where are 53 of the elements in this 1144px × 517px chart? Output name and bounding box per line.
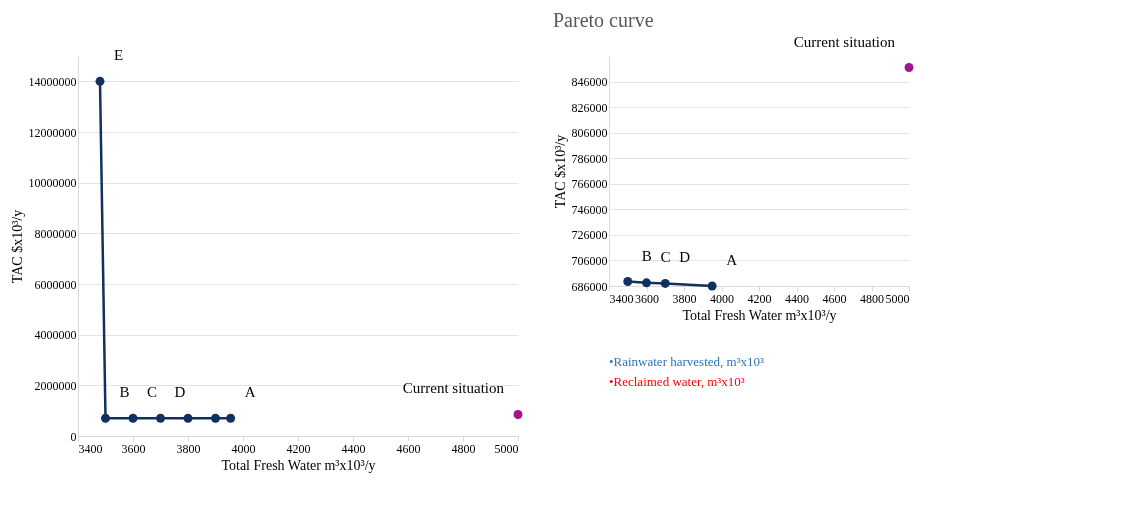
y-tick-label: 6000000 xyxy=(34,277,77,292)
x-tick-label: 3800 xyxy=(176,441,201,456)
y-tick-label: 686000 xyxy=(571,279,608,294)
x-tick-label: 3600 xyxy=(635,291,659,306)
annotation: Current situation xyxy=(793,33,896,50)
x-tick-label: 4400 xyxy=(785,291,809,306)
y-tick-label: 10000000 xyxy=(28,176,77,191)
y-tick-label: 14000000 xyxy=(28,74,77,89)
x-tick-label: 4200 xyxy=(747,291,772,306)
y-tick-label: 8000000 xyxy=(34,226,77,241)
x-axis-title: Total Fresh Water m³x10³/y xyxy=(221,457,376,473)
y-tick-label: 2000000 xyxy=(34,378,77,393)
x-tick-label: 5000 xyxy=(885,291,910,306)
annotation: Current situation xyxy=(402,380,505,397)
annotation: B xyxy=(119,384,130,401)
annotation: E xyxy=(114,47,124,64)
x-tick-label: 3400 xyxy=(609,291,634,306)
x-tick-label: 4600 xyxy=(822,291,847,306)
x-axis-title: Total Fresh Water m³x10³/y xyxy=(682,307,837,323)
x-tick-label: 4800 xyxy=(451,441,476,456)
y-tick-label: 726000 xyxy=(571,228,608,243)
y-tick-label: 846000 xyxy=(571,75,608,90)
annotation: B xyxy=(641,247,652,264)
y-axis-title: TAC $x10³/y xyxy=(552,134,568,209)
annotation: C xyxy=(147,384,158,401)
x-tick-label: 4000 xyxy=(231,441,256,456)
y-tick-label: 786000 xyxy=(571,151,608,166)
y-tick-label: 766000 xyxy=(571,177,608,192)
annotation: D xyxy=(174,384,186,401)
y-tick-label: 12000000 xyxy=(28,125,77,140)
y-tick-label: 806000 xyxy=(571,126,608,141)
x-tick-label: 3600 xyxy=(121,441,146,456)
annotation: A xyxy=(726,252,738,268)
text: •Rainwater harvested, m³x10³ xyxy=(609,354,765,369)
x-tick-label: 4000 xyxy=(710,291,734,306)
x-tick-label: 4400 xyxy=(341,441,366,456)
chart-title: Pareto curve xyxy=(553,8,654,31)
y-tick-label: 706000 xyxy=(571,253,608,268)
y-tick-label: 4000000 xyxy=(34,328,77,343)
text: •Reclaimed water, m³x10³ xyxy=(609,374,745,389)
x-tick-label: 4600 xyxy=(396,441,421,456)
annotation: A xyxy=(244,384,256,401)
x-tick-label: 4800 xyxy=(860,291,884,306)
x-tick-label: 5000 xyxy=(494,441,519,456)
y-axis-title: TAC $x10³/y xyxy=(9,209,25,284)
annotation: C xyxy=(660,248,671,265)
x-tick-label: 3800 xyxy=(672,291,697,306)
x-tick-label: 3400 xyxy=(78,441,103,456)
y-tick-label: 0 xyxy=(70,429,77,444)
annotation: D xyxy=(679,249,691,266)
x-tick-label: 4200 xyxy=(286,441,311,456)
y-tick-label: 746000 xyxy=(571,202,608,217)
y-tick-label: 826000 xyxy=(571,100,608,115)
